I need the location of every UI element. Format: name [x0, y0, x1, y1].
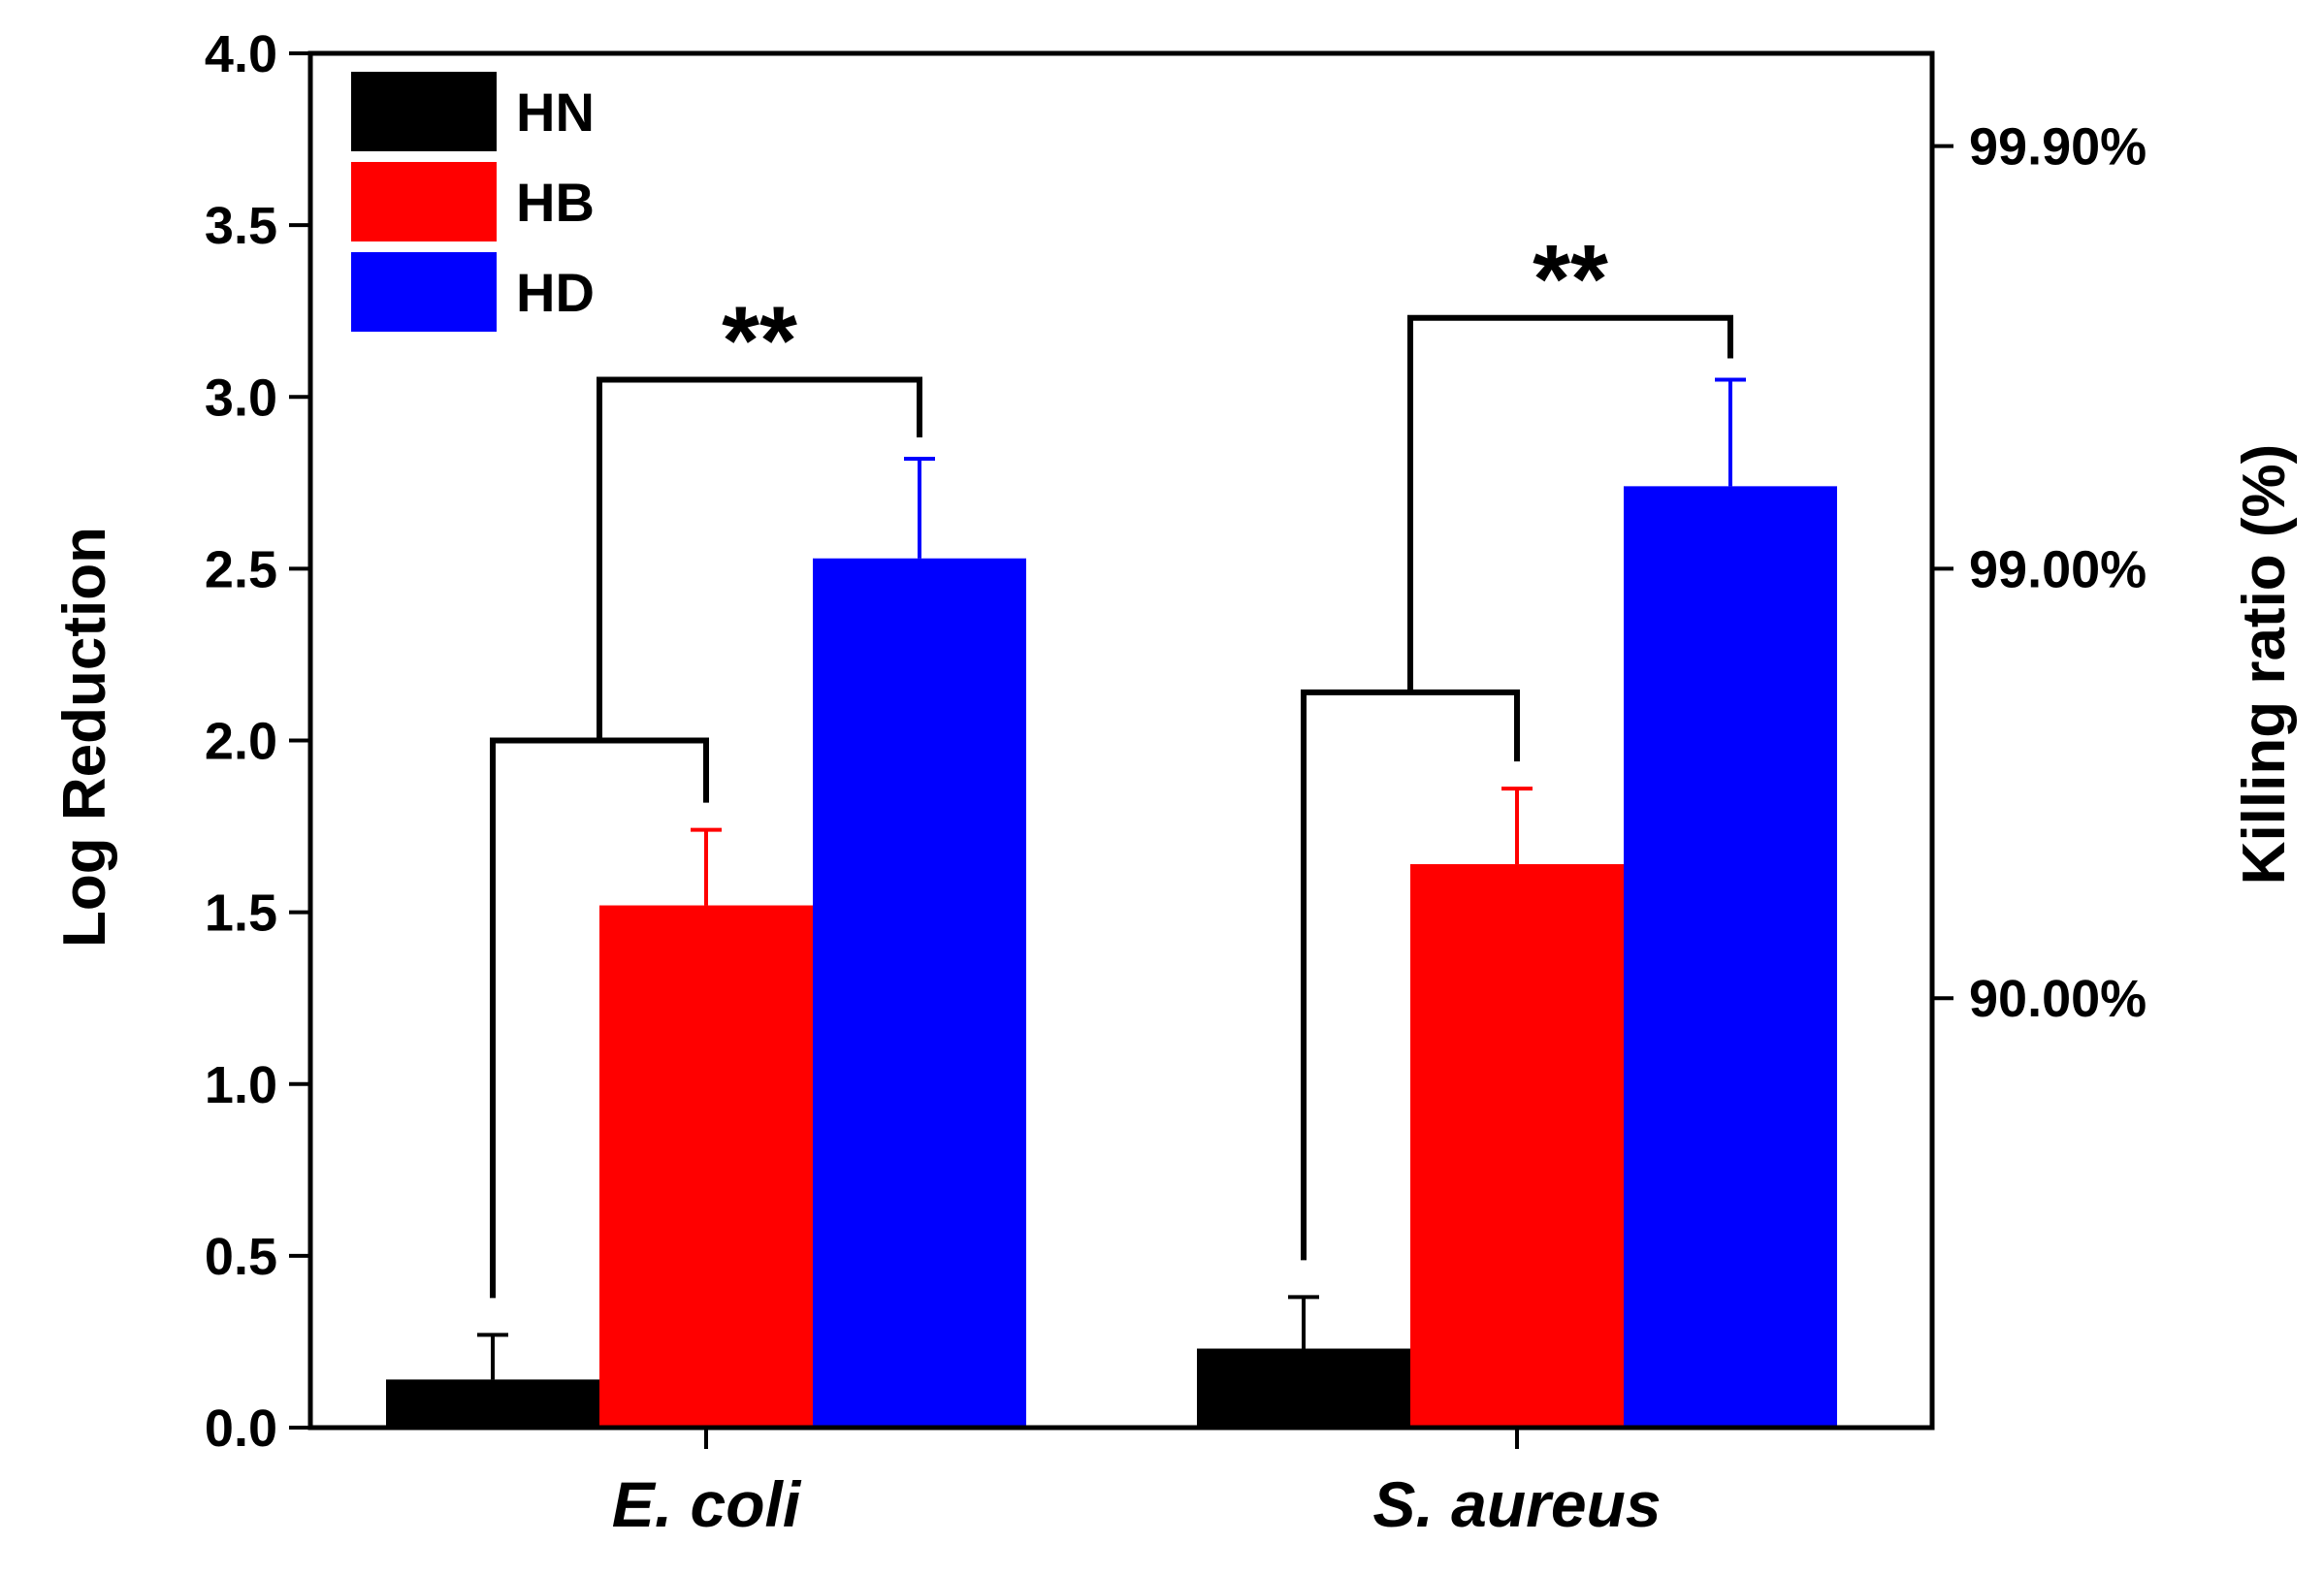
y-tick-label-2: 1.0 — [205, 1056, 277, 1114]
bar-hn-1 — [386, 1379, 599, 1428]
y2-tick-label-0: 90.00% — [1969, 970, 2146, 1028]
legend-label-hd: HD — [516, 262, 595, 323]
bars-layer — [386, 486, 1837, 1429]
significance-label-1: ** — [722, 287, 797, 396]
legend-swatch-hn — [351, 72, 497, 151]
legend-label-hn: HN — [516, 81, 595, 143]
y-tick-label-0: 0.0 — [205, 1399, 277, 1458]
y-axis-title: Log Reduction — [51, 527, 118, 948]
legend-swatch-hb — [351, 162, 497, 241]
y2-tick-label-2: 99.90% — [1969, 118, 2146, 177]
significance-brackets: ** ** — [490, 225, 1733, 1299]
bar-hd-1 — [813, 558, 1026, 1428]
bracket-to-hd-1 — [597, 376, 922, 741]
x-tick-label-1: S. aureus — [1372, 1468, 1661, 1540]
bracket-to-hd-2 — [1407, 314, 1733, 692]
legend-label-hb: HB — [516, 172, 595, 233]
legend-swatch-hd — [351, 252, 497, 332]
y2-axis-title: Killing ratio (%) — [2231, 444, 2298, 885]
x-axis-ticks: E. coli S. aureus — [612, 1428, 1662, 1540]
y2-tick-label-1: 99.00% — [1969, 540, 2146, 598]
bar-hb-2 — [1410, 864, 1624, 1428]
x-tick-label-0: E. coli — [612, 1468, 802, 1540]
legend: HN HB HD — [351, 72, 595, 332]
significance-label-2: ** — [1533, 225, 1608, 334]
y-tick-label-6: 3.0 — [205, 369, 277, 427]
bar-hb-1 — [599, 905, 813, 1428]
y-axis-ticks: 0.0 0.5 1.0 1.5 2.0 2.5 3.0 3.5 4.0 — [205, 25, 310, 1458]
y-tick-label-7: 3.5 — [205, 197, 277, 255]
y2-axis-ticks: 90.00% 99.00% 99.90% — [1932, 118, 2146, 1028]
y-tick-label-4: 2.0 — [205, 713, 277, 771]
y-tick-label-8: 4.0 — [205, 25, 277, 83]
bar-hd-2 — [1624, 486, 1837, 1429]
y-tick-label-1: 0.5 — [205, 1228, 277, 1286]
y-tick-label-5: 2.5 — [205, 540, 277, 598]
y-tick-label-3: 1.5 — [205, 884, 277, 943]
error-bars-layer — [477, 377, 1746, 1380]
bar-hn-2 — [1197, 1348, 1410, 1428]
